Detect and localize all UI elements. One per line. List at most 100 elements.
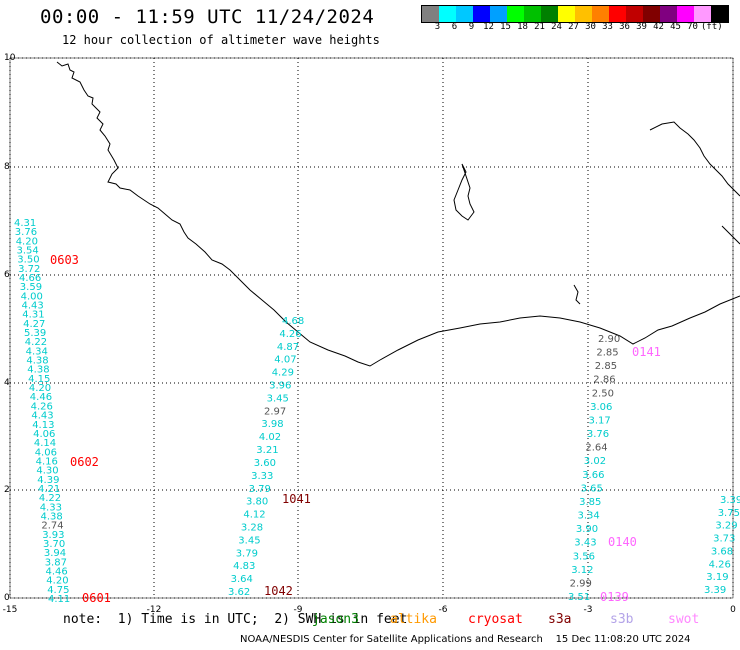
scale-swatch bbox=[524, 6, 541, 22]
swh-label-track-b: 4.87 bbox=[277, 342, 299, 353]
swh-label-track-a: 4.20 bbox=[46, 576, 68, 587]
pass-time-label: 0139 bbox=[600, 590, 629, 604]
swh-label-track-a: 3.94 bbox=[44, 548, 66, 559]
swh-label-track-b: 3.64 bbox=[231, 574, 253, 585]
swh-label-track-a: 4.00 bbox=[21, 291, 43, 302]
swh-label-track-a: 4.20 bbox=[29, 383, 51, 394]
swh-label-track-a: 3.72 bbox=[18, 264, 40, 275]
swh-label-track-b: 3.45 bbox=[267, 393, 289, 404]
swh-label-track-d: 3.75 bbox=[718, 508, 740, 519]
swh-label-track-a: 4.22 bbox=[25, 337, 47, 348]
swh-label-track-a: 4.15 bbox=[28, 374, 50, 385]
swh-label-track-c: 2.90 bbox=[598, 334, 620, 345]
scale-swatch bbox=[456, 6, 473, 22]
swh-label-track-b: 4.26 bbox=[279, 329, 301, 340]
scale-label: 39 bbox=[636, 22, 647, 32]
swh-label-track-c: 3.43 bbox=[574, 538, 596, 549]
scale-swatch bbox=[490, 6, 507, 22]
scale-label: 18 bbox=[517, 22, 528, 32]
swh-label-track-a: 3.70 bbox=[43, 539, 65, 550]
scale-swatch bbox=[694, 6, 711, 22]
swh-label-track-a: 4.14 bbox=[34, 438, 56, 449]
x-tick-label: -9 bbox=[294, 605, 303, 615]
scale-swatch bbox=[643, 6, 660, 22]
swh-label-track-a: 4.27 bbox=[23, 319, 45, 330]
scale-label: 33 bbox=[602, 22, 613, 32]
swh-label-track-b: 3.33 bbox=[251, 471, 273, 482]
swh-label-track-c: 2.85 bbox=[596, 348, 618, 359]
swh-label-track-c: 3.34 bbox=[578, 511, 600, 522]
scale-label: 24 bbox=[551, 22, 562, 32]
swh-label-track-d: 3.68 bbox=[711, 546, 733, 557]
pass-time-label: 0141 bbox=[632, 345, 661, 359]
swh-label-track-a: 4.75 bbox=[47, 585, 69, 596]
x-tick-label: -15 bbox=[3, 605, 18, 615]
swh-label-track-b: 3.79 bbox=[249, 484, 271, 495]
swh-label-track-b: 3.28 bbox=[241, 523, 263, 534]
swh-label-track-a: 4.38 bbox=[41, 512, 63, 523]
map-subtitle: 12 hour collection of altimeter wave hei… bbox=[62, 33, 380, 47]
wave-height-labels: 4.313.764.203.543.503.724.663.594.004.43… bbox=[14, 218, 740, 605]
swh-label-track-b: 3.21 bbox=[256, 445, 278, 456]
y-tick-label: 0 bbox=[4, 593, 10, 603]
map-frame bbox=[9, 57, 734, 599]
swh-label-track-c: 3.90 bbox=[576, 524, 598, 535]
pass-time-label: 1041 bbox=[282, 492, 311, 506]
swh-label-track-a: 3.50 bbox=[17, 255, 39, 266]
footer-note: note: 1) Time is in UTC; 2) SWH is in fe… bbox=[63, 612, 408, 627]
swh-label-track-b: 3.96 bbox=[269, 381, 291, 392]
swh-label-track-b: 4.68 bbox=[282, 316, 304, 327]
swh-label-track-c: 2.86 bbox=[593, 375, 615, 386]
swh-label-track-c: 3.85 bbox=[579, 497, 601, 508]
scale-label: 30 bbox=[585, 22, 596, 32]
scale-swatch bbox=[558, 6, 575, 22]
swh-label-track-b: 4.83 bbox=[233, 561, 255, 572]
swh-label-track-b: 4.12 bbox=[243, 510, 265, 521]
swh-label-track-a: 4.20 bbox=[16, 236, 38, 247]
swh-label-track-a: 4.46 bbox=[30, 392, 52, 403]
scale-swatch bbox=[507, 6, 524, 22]
y-tick-label: 2 bbox=[4, 485, 10, 495]
swh-label-track-a: 4.11 bbox=[48, 594, 70, 605]
swh-label-track-b: 3.60 bbox=[254, 458, 276, 469]
y-tick-label: 4 bbox=[4, 378, 10, 388]
coastline-northeast bbox=[649, 121, 740, 245]
scale-label: 45 bbox=[670, 22, 681, 32]
swh-label-track-b: 4.02 bbox=[259, 432, 281, 443]
swh-label-track-c: 3.56 bbox=[573, 551, 595, 562]
scale-label: 42 bbox=[653, 22, 664, 32]
pass-time-label: 1042 bbox=[264, 584, 293, 598]
swh-label-track-c: 2.85 bbox=[595, 361, 617, 372]
scale-label: 27 bbox=[568, 22, 579, 32]
swh-label-track-a: 2.74 bbox=[41, 521, 63, 532]
swh-label-track-a: 3.93 bbox=[42, 530, 64, 541]
swh-label-track-a: 4.22 bbox=[39, 493, 61, 504]
color-scale-bar bbox=[421, 5, 729, 23]
swh-label-track-a: 4.43 bbox=[22, 301, 44, 312]
swh-label-track-b: 3.98 bbox=[261, 419, 283, 430]
swh-label-track-a: 4.38 bbox=[26, 356, 48, 367]
swh-label-track-b: 2.97 bbox=[264, 406, 286, 417]
swh-label-track-a: 4.31 bbox=[22, 310, 44, 321]
swh-label-track-c: 3.12 bbox=[571, 565, 593, 576]
swh-label-track-a: 3.76 bbox=[15, 227, 37, 238]
x-tick-label: -12 bbox=[147, 605, 162, 615]
swh-label-track-a: 4.06 bbox=[33, 429, 55, 440]
coastline-island bbox=[453, 163, 475, 221]
swh-label-track-a: 3.87 bbox=[45, 557, 67, 568]
scale-label: (ft) bbox=[701, 22, 723, 32]
scale-swatch bbox=[609, 6, 626, 22]
swh-label-track-c: 2.50 bbox=[592, 388, 614, 399]
swh-label-track-a: 4.06 bbox=[35, 447, 57, 458]
footer-credit: NOAA/NESDIS Center for Satellite Applica… bbox=[240, 634, 691, 645]
scale-swatch bbox=[592, 6, 609, 22]
swh-label-track-a: 4.21 bbox=[38, 484, 60, 495]
swh-label-track-c: 3.06 bbox=[590, 402, 612, 413]
swh-label-track-a: 4.30 bbox=[36, 466, 58, 477]
scale-label: 36 bbox=[619, 22, 630, 32]
y-tick-label: 6 bbox=[4, 270, 10, 280]
scale-label: 12 bbox=[483, 22, 494, 32]
scale-swatch bbox=[473, 6, 490, 22]
